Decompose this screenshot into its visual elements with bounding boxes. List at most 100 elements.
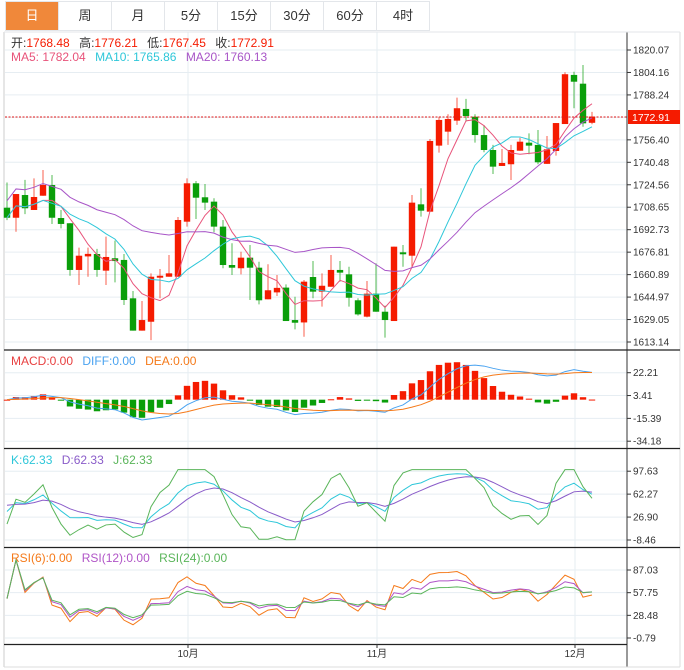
macd-bar — [147, 399, 155, 413]
price-axis-tick-label: 1756.40 — [633, 135, 670, 146]
price-axis-tick-label: 1613.14 — [633, 338, 670, 349]
macd-bar — [228, 395, 236, 400]
rsi-panel — [6, 557, 593, 626]
candle-up — [453, 108, 461, 121]
price-axis-tick-label: 1804.16 — [633, 68, 670, 79]
macd-bar — [246, 399, 254, 401]
candle-up — [147, 276, 155, 322]
kdj-legend: K:62.33 D:62.33 J:62.33 — [11, 453, 153, 467]
tab-60min[interactable]: 60分 — [324, 2, 377, 30]
macd-bar — [561, 395, 569, 400]
macd-bar — [363, 399, 371, 401]
chart-frame — [3, 31, 681, 668]
candle-up — [363, 293, 371, 317]
macd-bar — [588, 399, 596, 401]
macd-bar — [300, 399, 308, 408]
candle-up — [552, 123, 560, 151]
candle-down — [309, 277, 317, 292]
macd-axis-tick-label: -15.39 — [633, 414, 662, 425]
candle-down — [381, 311, 389, 321]
kdj-panel — [6, 469, 593, 541]
candle-down — [525, 142, 533, 146]
candle-up — [102, 256, 110, 271]
rsi-axis-tick-label: 87.03 — [633, 566, 658, 577]
candle-down — [534, 144, 542, 163]
candle-down — [246, 257, 254, 268]
candle-up — [543, 149, 551, 164]
macd-bar — [489, 386, 497, 400]
rsi-axis-tick-label: 28.48 — [633, 611, 658, 622]
k-line — [6, 473, 593, 529]
candle-up — [561, 74, 569, 125]
candle-up — [75, 255, 83, 270]
candle-down — [471, 116, 479, 136]
macd-bar — [372, 399, 380, 402]
macd-bar — [579, 397, 587, 400]
macd-bar — [426, 371, 434, 400]
rsi-axis-tick-label: 57.75 — [633, 588, 658, 599]
macd-bar — [327, 399, 335, 401]
macd-bar — [453, 362, 461, 400]
macd-bar — [48, 397, 56, 400]
macd-bar — [525, 398, 533, 400]
macd-bar — [66, 399, 74, 407]
macd-bar — [273, 399, 281, 408]
candle-down — [48, 185, 56, 218]
macd-bar — [264, 399, 272, 407]
macd-bar — [219, 390, 227, 400]
macd-legend: MACD:0.00 DIFF:0.00 DEA:0.00 — [11, 354, 197, 368]
ma-legend: MA5: 1782.04 MA10: 1765.86 MA20: 1760.13 — [11, 50, 268, 64]
tab-5min[interactable]: 5分 — [165, 2, 218, 30]
candle-down — [417, 204, 425, 211]
candle-up — [327, 269, 335, 287]
rsi24-line — [6, 558, 593, 619]
price-axis-tick-label: 1660.89 — [633, 270, 670, 281]
dea-line — [6, 371, 593, 415]
macd-bar — [282, 399, 290, 411]
candle-down — [255, 267, 263, 301]
candle-up — [408, 202, 416, 256]
candle-down — [372, 293, 380, 312]
time-axis-label: 11月 — [367, 648, 387, 660]
candle-up — [138, 320, 146, 331]
macd-bar — [102, 399, 110, 411]
tab-30min[interactable]: 30分 — [271, 2, 324, 30]
tab-day[interactable]: 日 — [6, 2, 59, 30]
candle-down — [201, 197, 209, 203]
candle-down — [399, 252, 407, 255]
candle-down — [462, 108, 470, 116]
macd-bar — [30, 396, 38, 400]
macd-bar — [255, 399, 263, 405]
diff-line — [6, 364, 593, 421]
price-axis-tick-label: 1644.97 — [633, 293, 670, 304]
ma20-line — [6, 117, 593, 272]
price-axis-tick-label: 1788.24 — [633, 90, 670, 101]
macd-bar — [3, 399, 11, 401]
candle-up — [156, 275, 164, 278]
rsi12-line — [6, 557, 593, 621]
tab-4hour[interactable]: 4时 — [377, 2, 430, 30]
candle-up — [84, 253, 92, 257]
price-axis-tick-label: 1708.65 — [633, 203, 670, 214]
candle-up — [174, 219, 182, 277]
candle-up — [390, 246, 398, 322]
macd-bar — [156, 399, 164, 408]
candle-down — [354, 300, 362, 315]
price-axis-tick-label: 1820.07 — [633, 46, 670, 57]
tab-month[interactable]: 月 — [112, 2, 165, 30]
candle-up — [165, 273, 173, 277]
tab-week[interactable]: 周 — [59, 2, 112, 30]
candle-down — [345, 274, 353, 298]
macd-bar — [237, 397, 245, 400]
macd-bar — [354, 399, 362, 401]
candle-up — [264, 290, 272, 300]
price-axis-tick-label: 1740.48 — [633, 158, 670, 169]
macd-axis-tick-label: 22.21 — [633, 368, 658, 379]
tab-15min[interactable]: 15分 — [218, 2, 271, 30]
macd-bar — [183, 385, 191, 400]
j-line — [6, 469, 593, 541]
candle-down — [570, 74, 578, 82]
macd-bar — [408, 383, 416, 400]
candle-down — [192, 183, 200, 198]
